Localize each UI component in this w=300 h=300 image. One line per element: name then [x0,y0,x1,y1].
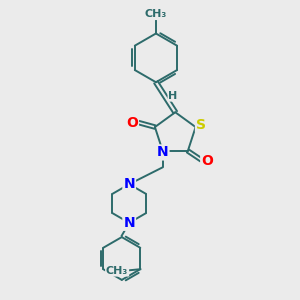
Text: H: H [168,91,178,101]
Text: S: S [196,118,206,132]
Text: O: O [201,154,213,168]
Text: CH₃: CH₃ [145,9,167,19]
Text: N: N [123,177,135,191]
Text: O: O [126,116,138,130]
Text: N: N [157,146,169,160]
Text: CH₃: CH₃ [106,266,128,276]
Text: N: N [123,216,135,230]
